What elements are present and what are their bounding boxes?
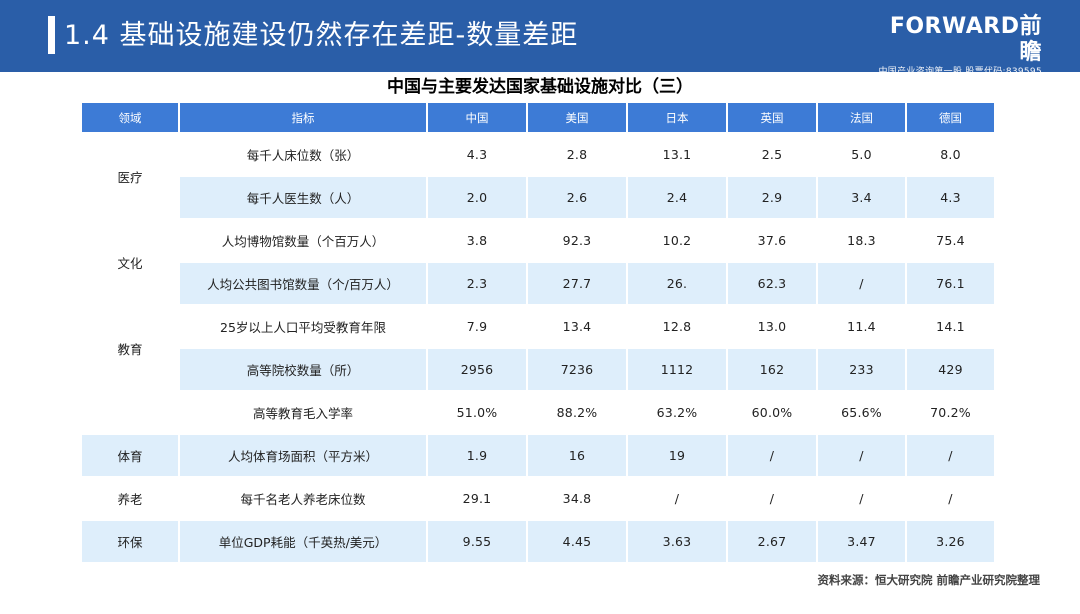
- table-value: 65.6%: [818, 392, 905, 435]
- table-value: 76.1: [907, 263, 994, 306]
- column-header: 法国: [818, 103, 905, 134]
- header-banner: 1.4 基础设施建设仍然存在差距-数量差距 FORWARD前瞻 中国产业咨询第一…: [0, 0, 1080, 77]
- table-value: /: [818, 435, 905, 478]
- table-value: 3.26: [907, 521, 994, 564]
- table-value: 2.5: [728, 134, 816, 177]
- table-value: 5.0: [818, 134, 905, 177]
- table-value: 51.0%: [428, 392, 526, 435]
- page-title: 1.4 基础设施建设仍然存在差距-数量差距: [64, 20, 579, 51]
- table-value: 8.0: [907, 134, 994, 177]
- table-value: 19: [628, 435, 726, 478]
- table-title: 中国与主要发达国家基础设施对比（三）: [387, 77, 693, 97]
- column-header: 德国: [907, 103, 994, 134]
- column-header: 指标: [180, 103, 426, 134]
- domain-label: 教育: [82, 306, 178, 392]
- table-value: /: [907, 478, 994, 521]
- table-value: 162: [728, 349, 816, 392]
- indicator-label: 每千名老人养老床位数: [180, 478, 426, 521]
- column-header: 美国: [528, 103, 626, 134]
- table-value: 37.6: [728, 220, 816, 263]
- table-value: 60.0%: [728, 392, 816, 435]
- brand-logo: FORWARD前瞻 中国产业咨询第一股 股票代码:839595: [872, 14, 1042, 79]
- table-value: 88.2%: [528, 392, 626, 435]
- table-value: /: [628, 478, 726, 521]
- domain-label: 养老: [82, 478, 178, 521]
- domain-label: 环保: [82, 521, 178, 564]
- indicator-label: 25岁以上人口平均受教育年限: [180, 306, 426, 349]
- indicator-label: 人均公共图书馆数量（个/百万人）: [180, 263, 426, 306]
- table-value: 14.1: [907, 306, 994, 349]
- domain-label: 体育: [82, 435, 178, 478]
- column-header: 日本: [628, 103, 726, 134]
- table-value: 2.9: [728, 177, 816, 220]
- table-value: 27.7: [528, 263, 626, 306]
- table-value: 16: [528, 435, 626, 478]
- table-value: 92.3: [528, 220, 626, 263]
- domain-spacer: [82, 392, 178, 435]
- table-value: 63.2%: [628, 392, 726, 435]
- table-value: 75.4: [907, 220, 994, 263]
- table-value: 2.4: [628, 177, 726, 220]
- table-value: 2.3: [428, 263, 526, 306]
- table-value: 10.2: [628, 220, 726, 263]
- table-value: 2.6: [528, 177, 626, 220]
- table-value: 29.1: [428, 478, 526, 521]
- table-value: 4.3: [428, 134, 526, 177]
- table-value: 429: [907, 349, 994, 392]
- domain-label: 医疗: [82, 134, 178, 220]
- source-note: 资料来源：恒大研究院 前瞻产业研究院整理: [817, 573, 1040, 587]
- indicator-label: 高等院校数量（所）: [180, 349, 426, 392]
- table-value: 34.8: [528, 478, 626, 521]
- column-header: 英国: [728, 103, 816, 134]
- table-value: 2.0: [428, 177, 526, 220]
- column-header: 中国: [428, 103, 526, 134]
- brand-tagline: 中国产业咨询第一股 股票代码:839595: [878, 67, 1042, 77]
- table-value: 11.4: [818, 306, 905, 349]
- table-value: 4.3: [907, 177, 994, 220]
- table-value: 13.1: [628, 134, 726, 177]
- table-value: 2956: [428, 349, 526, 392]
- table-value: 12.8: [628, 306, 726, 349]
- table-value: /: [728, 435, 816, 478]
- table-value: 1112: [628, 349, 726, 392]
- indicator-label: 单位GDP耗能（千英热/美元）: [180, 521, 426, 564]
- table-value: 9.55: [428, 521, 526, 564]
- table-value: 2.67: [728, 521, 816, 564]
- comparison-table: 领域 指标 中国 美国 日本 英国 法国 德国 医疗 每千人床位数（张） 4.3 2.8 13.1 2.5…: [82, 103, 994, 570]
- table-value: 62.3: [728, 263, 816, 306]
- brand-name: FORWARD前瞻: [889, 14, 1042, 65]
- title-accent-bar: [48, 16, 55, 54]
- table-value: 3.4: [818, 177, 905, 220]
- table-value: 7236: [528, 349, 626, 392]
- table-value: 233: [818, 349, 905, 392]
- table-value: /: [818, 478, 905, 521]
- table-value: 4.45: [528, 521, 626, 564]
- table-value: /: [907, 435, 994, 478]
- indicator-label: 每千人床位数（张）: [180, 134, 426, 177]
- indicator-label: 每千人医生数（人）: [180, 177, 426, 220]
- table-value: 13.4: [528, 306, 626, 349]
- table-value: 70.2%: [907, 392, 994, 435]
- table-value: 18.3: [818, 220, 905, 263]
- table-value: 2.8: [528, 134, 626, 177]
- table-value: 7.9: [428, 306, 526, 349]
- indicator-label: 人均体育场面积（平方米）: [180, 435, 426, 478]
- table-value: /: [818, 263, 905, 306]
- table-value: 13.0: [728, 306, 816, 349]
- table-value: 3.8: [428, 220, 526, 263]
- indicator-label: 高等教育毛入学率: [180, 392, 426, 435]
- table-value: 1.9: [428, 435, 526, 478]
- table-value: 3.63: [628, 521, 726, 564]
- table-value: /: [728, 478, 816, 521]
- table-value: 3.47: [818, 521, 905, 564]
- domain-label: 文化: [82, 220, 178, 306]
- table-value: 26.: [628, 263, 726, 306]
- column-header: 领域: [82, 103, 178, 134]
- indicator-label: 人均博物馆数量（个百万人）: [180, 220, 426, 263]
